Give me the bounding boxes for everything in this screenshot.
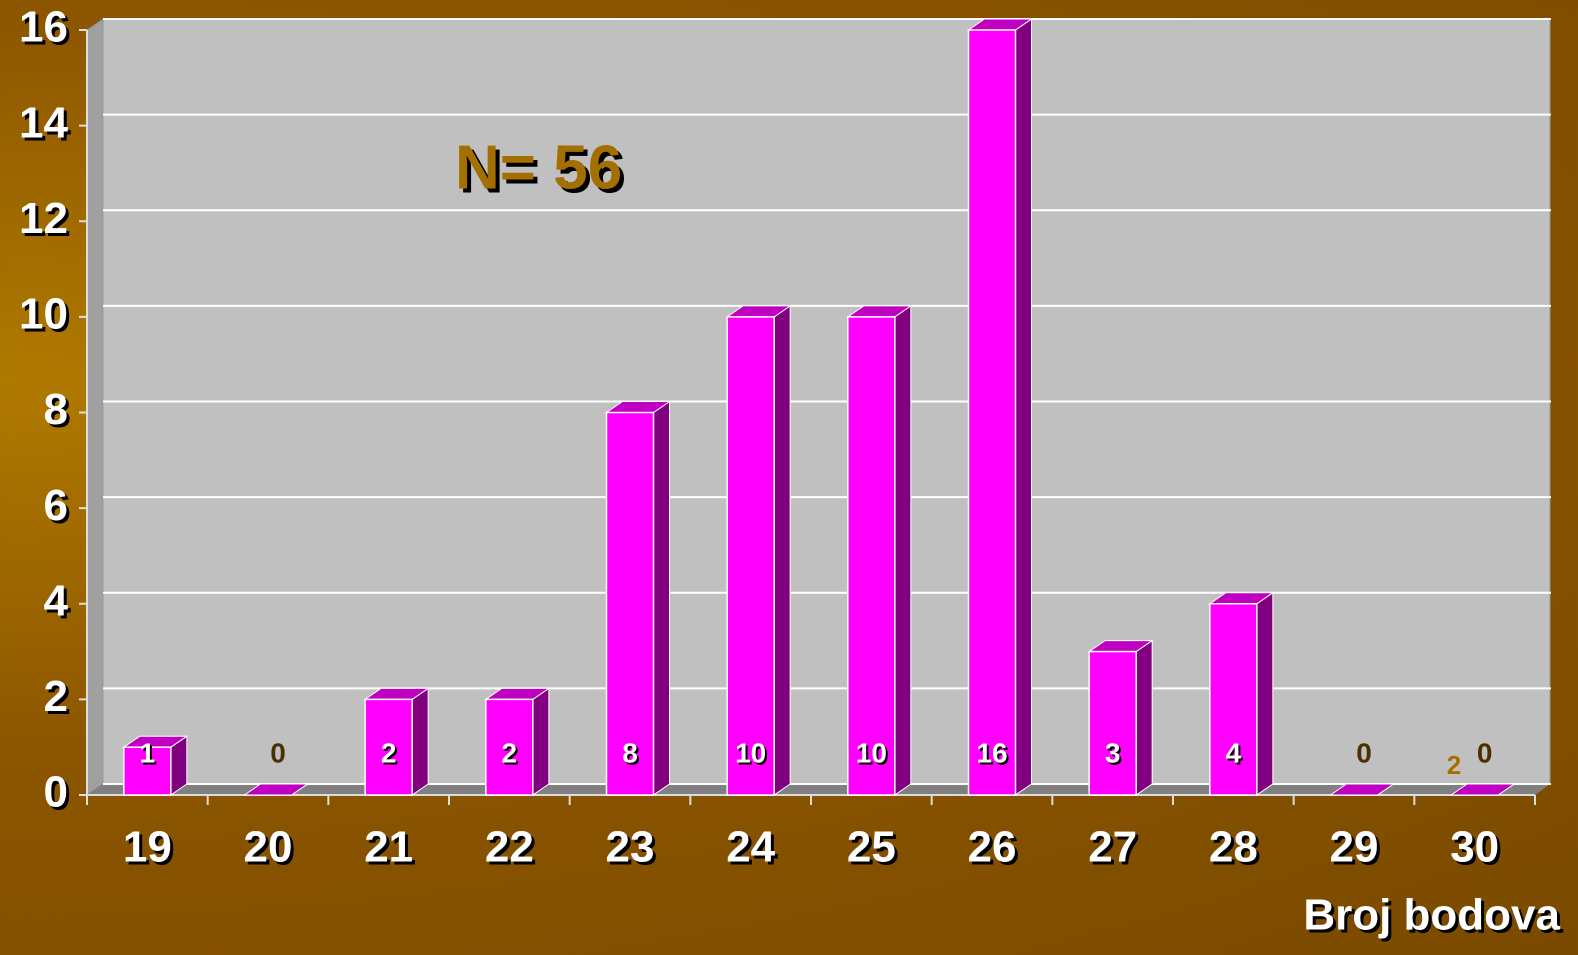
bar-top: [1328, 783, 1396, 796]
bar-top: [242, 783, 310, 796]
data-label: 16: [976, 737, 1007, 768]
x-axis-title: Broj bodova: [1303, 891, 1560, 940]
bar: [605, 411, 655, 796]
x-tick-label: 30: [1450, 823, 1499, 872]
x-tick-label: 19: [123, 823, 172, 872]
floor: [87, 784, 1550, 795]
x-tick-label: 21: [364, 823, 413, 872]
x-tick-label: 24: [726, 823, 775, 872]
y-tick-label: 10: [19, 290, 68, 339]
data-label: 4: [1226, 737, 1242, 768]
x-tick-label: 23: [606, 823, 655, 872]
bar-side: [1135, 639, 1153, 796]
annotation: N= 56: [455, 133, 622, 202]
data-label: 10: [735, 737, 766, 768]
data-label: 0: [1477, 737, 1493, 768]
bar-side: [1256, 591, 1274, 796]
x-tick-label: 20: [244, 823, 293, 872]
bar-side: [894, 304, 912, 796]
side-wall: [86, 18, 104, 796]
y-tick-label: 16: [19, 3, 68, 52]
y-tick-label: 6: [44, 481, 68, 530]
bar: [726, 316, 775, 796]
x-tick-label: 27: [1088, 823, 1137, 872]
data-label: 0: [1356, 737, 1372, 768]
y-tick-label: 12: [19, 194, 68, 243]
bar: [847, 316, 896, 796]
annotation: 2: [1447, 750, 1461, 780]
data-label: 0: [270, 737, 286, 768]
bar-side: [773, 304, 791, 796]
bar: [485, 698, 534, 796]
data-label: 1: [140, 737, 156, 768]
x-tick-label: 22: [485, 823, 534, 872]
bar: [967, 29, 1017, 796]
data-label: 8: [622, 737, 638, 768]
bar-side: [1015, 18, 1032, 796]
bar: [1088, 650, 1137, 796]
x-tick-label: 29: [1330, 823, 1379, 872]
bar: [364, 698, 413, 796]
data-label: 2: [502, 737, 518, 768]
bar-top: [1449, 783, 1516, 796]
y-tick-label: 4: [44, 576, 69, 625]
bar-side: [411, 687, 429, 796]
data-label: 3: [1105, 737, 1121, 768]
data-label: 2: [381, 737, 397, 768]
bar: [123, 746, 172, 796]
bar-side: [653, 400, 670, 796]
x-tick-label: 25: [847, 823, 896, 872]
y-tick-label: 8: [44, 385, 68, 434]
bar: [1209, 603, 1258, 796]
y-tick-label: 0: [44, 768, 68, 817]
x-tick-label: 26: [968, 823, 1017, 872]
y-tick-label: 14: [19, 98, 68, 147]
bar-side: [532, 687, 550, 796]
data-label: 10: [856, 737, 887, 768]
y-tick-label: 2: [44, 672, 68, 721]
x-tick-label: 28: [1209, 823, 1258, 872]
